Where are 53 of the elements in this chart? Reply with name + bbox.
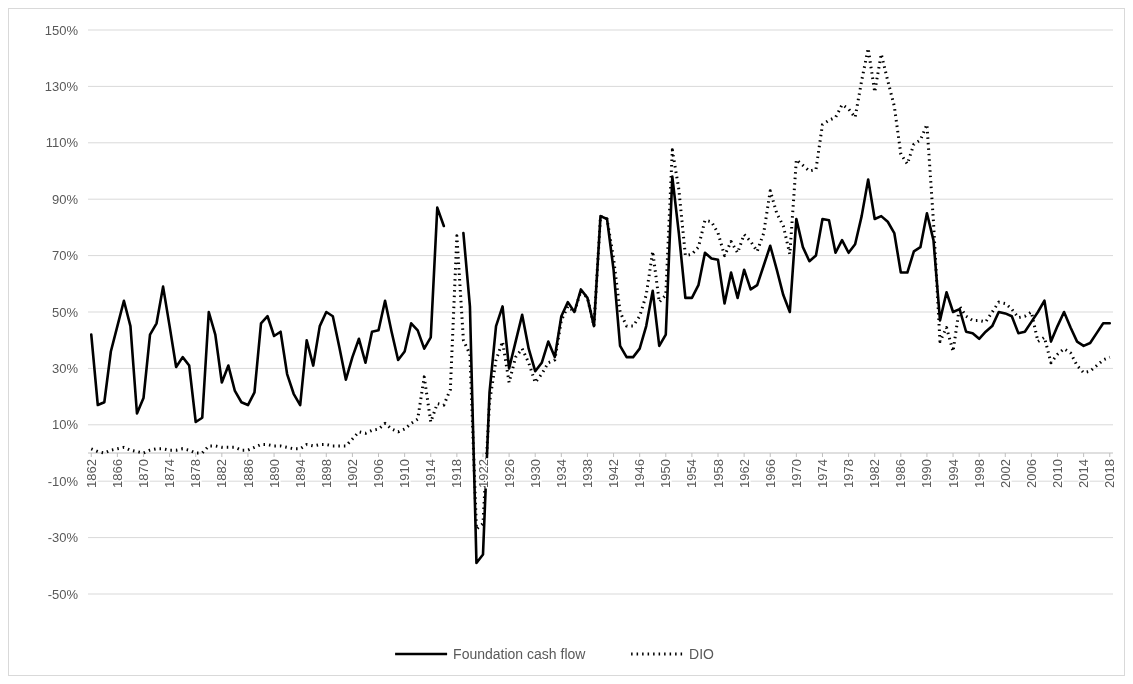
x-tick-label: 2018 [1102, 459, 1118, 488]
x-tick-label: 1950 [658, 459, 674, 488]
x-tick-label: 1982 [867, 459, 883, 488]
y-tick-label: -50% [47, 586, 79, 602]
x-tick-label: 1866 [109, 459, 125, 488]
x-tick-label: 1994 [945, 459, 961, 488]
x-tick-label: 1886 [240, 459, 256, 488]
legend-label: DIO [689, 645, 715, 662]
y-tick-label: -30% [47, 530, 79, 546]
x-tick-label: 1962 [736, 459, 752, 488]
y-tick-label: 90% [51, 191, 79, 207]
x-tick-label: 1974 [815, 459, 831, 488]
x-tick-label: 2010 [1050, 459, 1066, 488]
x-tick-label: 2002 [997, 459, 1013, 488]
x-tick-label: 1874 [162, 459, 178, 488]
y-tick-label: 130% [44, 78, 79, 94]
x-tick-label: 2006 [1023, 459, 1039, 488]
y-tick-label: -10% [47, 473, 79, 489]
x-tick-label: 1926 [501, 459, 517, 488]
x-tick-label: 1934 [553, 459, 569, 488]
y-tick-label: 70% [51, 248, 79, 264]
x-tick-label: 1902 [344, 459, 360, 488]
x-tick-label: 1890 [266, 459, 282, 488]
x-tick-label: 1878 [188, 459, 204, 488]
x-tick-label: 1910 [397, 459, 413, 488]
legend-label: Foundation cash flow [453, 645, 587, 662]
x-tick-label: 1862 [83, 459, 99, 488]
y-tick-label: 10% [51, 417, 79, 433]
x-tick-label: 1930 [527, 459, 543, 488]
x-tick-label: 1990 [919, 459, 935, 488]
x-tick-label: 1938 [579, 459, 595, 488]
x-tick-label: 1898 [318, 459, 334, 488]
x-tick-label: 1966 [762, 459, 778, 488]
x-tick-label: 2014 [1076, 459, 1092, 488]
x-tick-label: 1906 [371, 459, 387, 488]
x-tick-label: 1942 [606, 459, 622, 488]
x-tick-label: 1954 [684, 459, 700, 488]
x-tick-label: 1970 [788, 459, 804, 488]
x-tick-label: 1986 [893, 459, 909, 488]
y-tick-label: 110% [45, 135, 79, 151]
x-tick-label: 1922 [475, 459, 491, 488]
y-tick-label: 50% [51, 304, 79, 320]
y-tick-label: 30% [51, 360, 79, 376]
x-tick-label: 1894 [292, 459, 308, 488]
x-tick-label: 1918 [449, 459, 465, 488]
x-tick-label: 1870 [136, 459, 152, 488]
y-tick-label: 150% [44, 22, 79, 38]
x-tick-label: 1958 [710, 459, 726, 488]
x-tick-label: 1978 [841, 459, 857, 488]
x-tick-label: 1882 [214, 459, 230, 488]
x-tick-label: 1946 [632, 459, 648, 488]
x-tick-label: 1998 [971, 459, 987, 488]
x-tick-label: 1914 [423, 459, 439, 488]
